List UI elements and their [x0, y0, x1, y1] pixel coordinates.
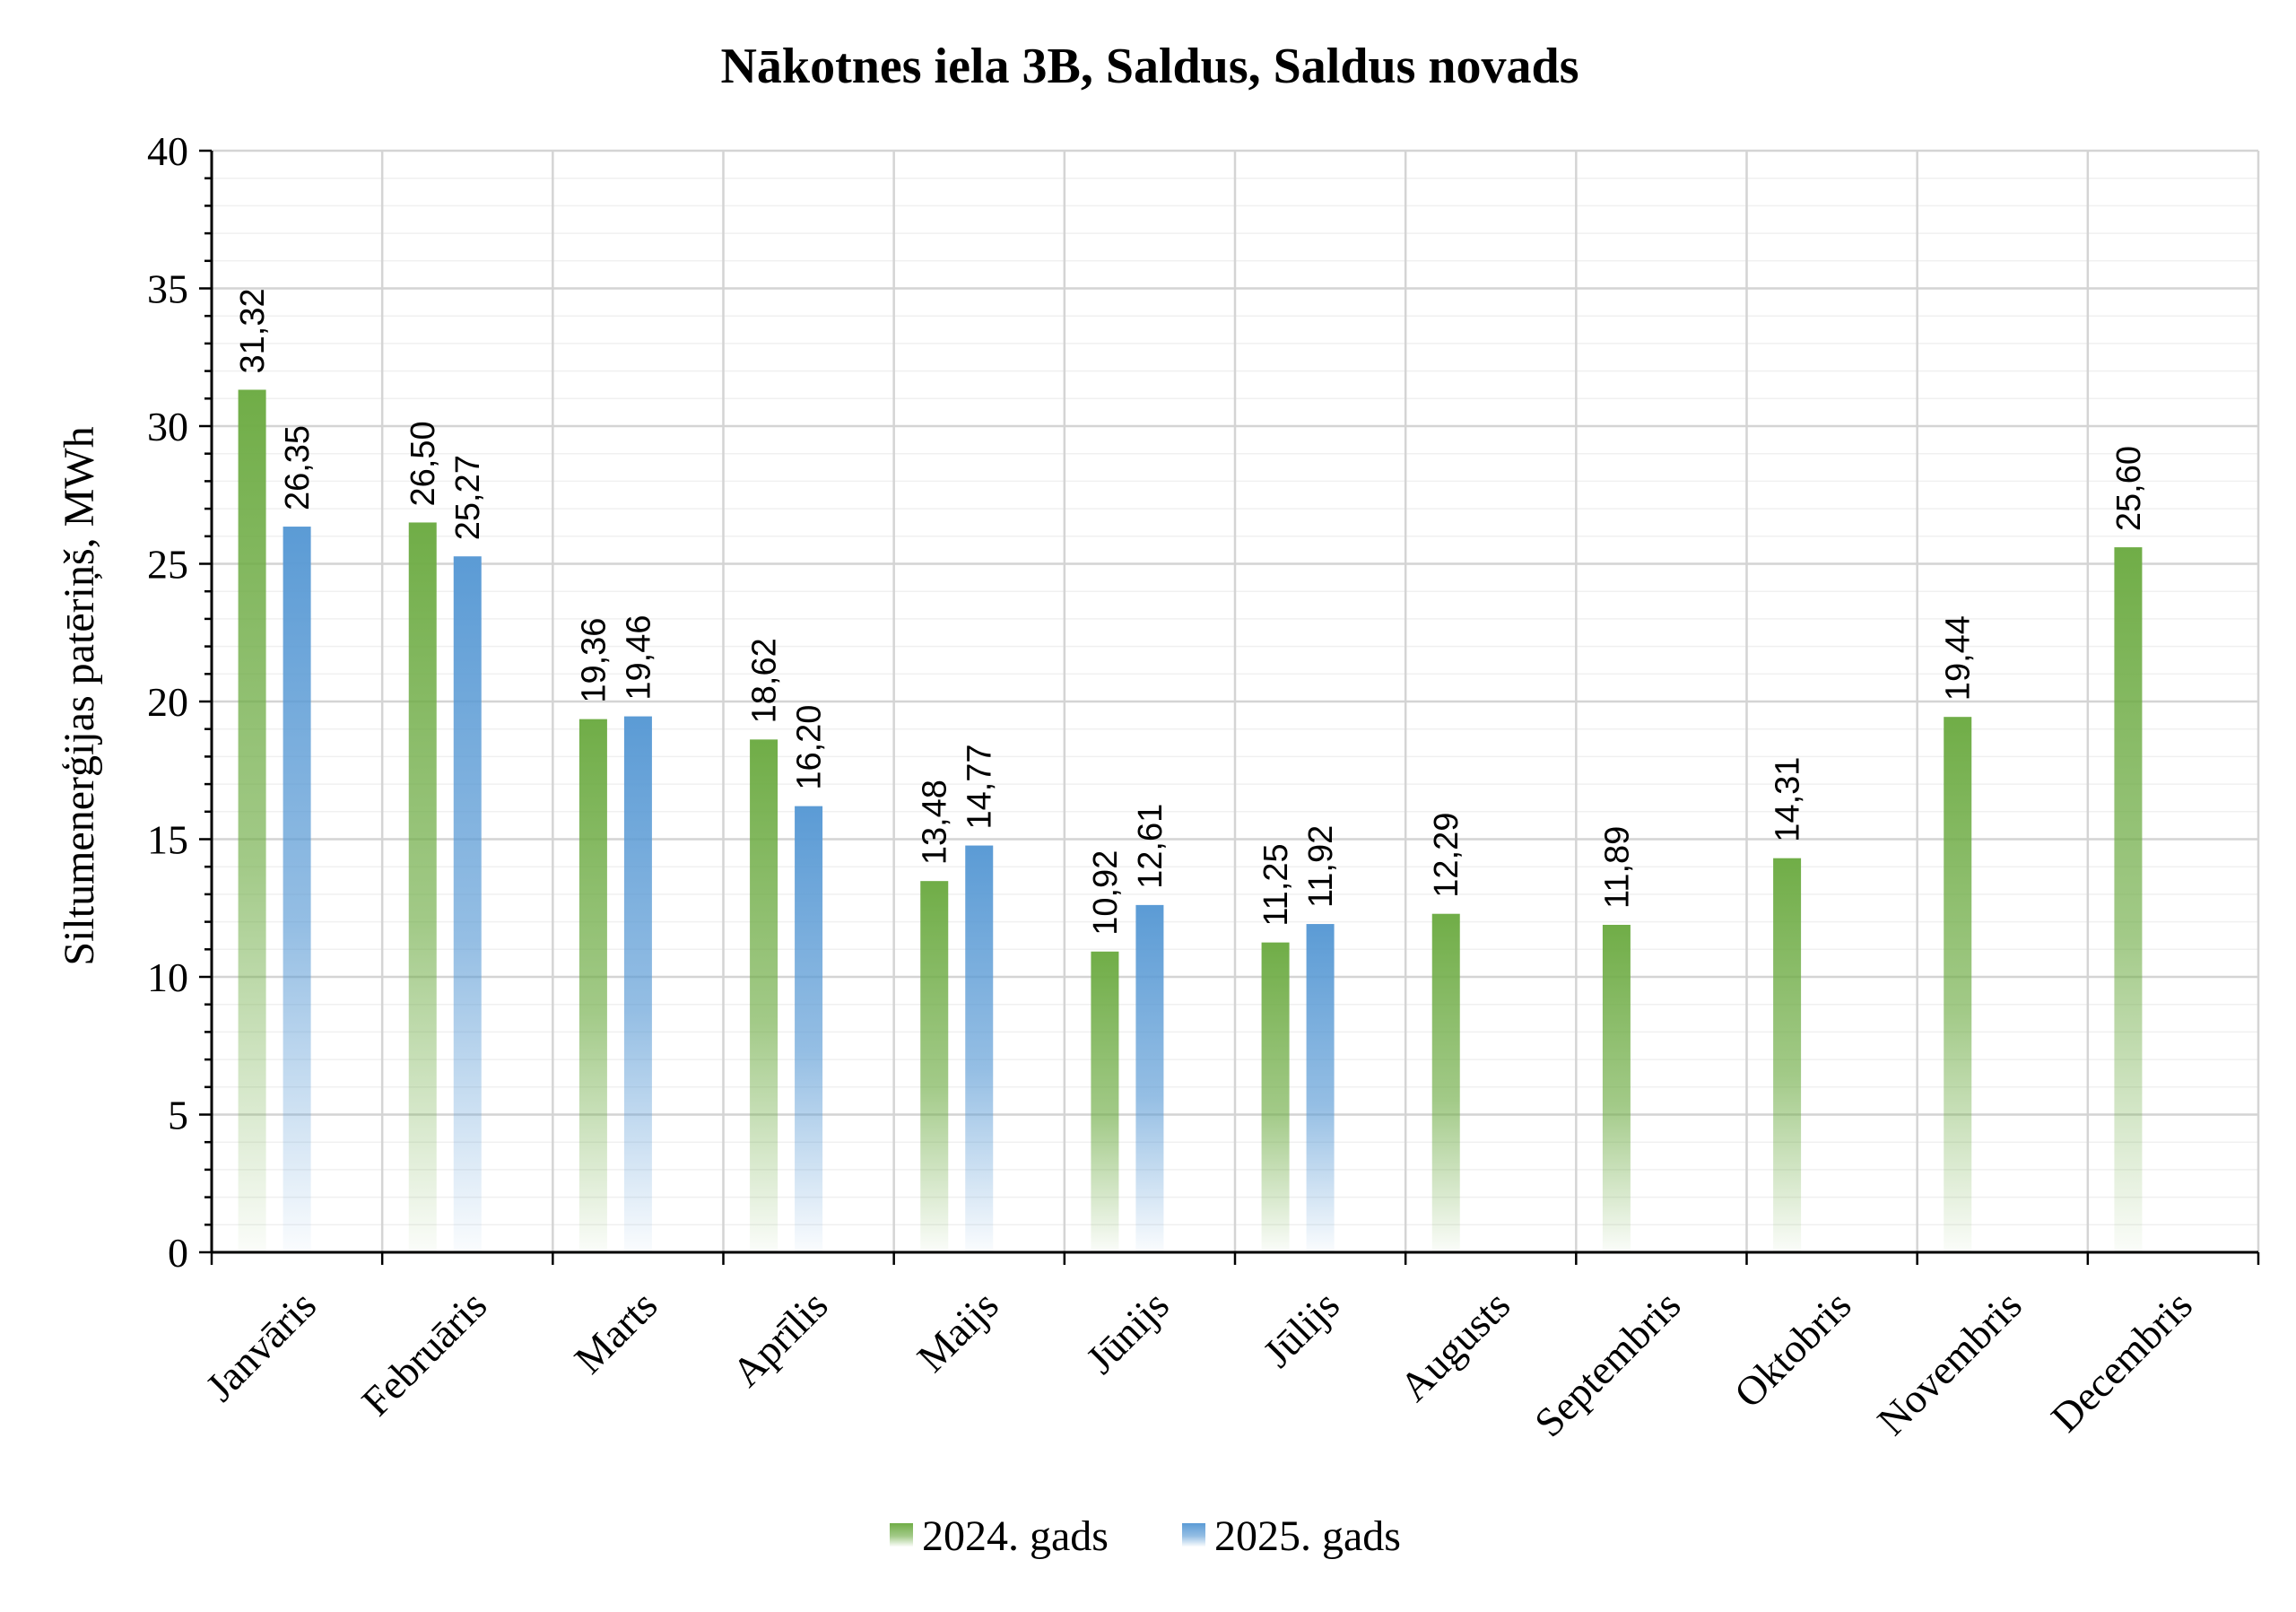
data-label: 31,32	[234, 288, 272, 373]
bar-2024-8	[1602, 924, 1631, 1252]
legend-swatch	[890, 1523, 913, 1547]
y-tick-label: 35	[147, 266, 188, 312]
data-label: 26,50	[404, 421, 442, 506]
data-label: 14,31	[1770, 757, 1807, 842]
bar-2025-3	[795, 806, 823, 1252]
x-tick-label: Oktobris	[1726, 1282, 1860, 1416]
y-tick-label: 30	[147, 404, 188, 449]
bar-2024-7	[1431, 913, 1460, 1252]
bar-2024-4	[920, 881, 949, 1252]
legend-swatch	[1182, 1523, 1205, 1547]
bar-2025-4	[965, 845, 994, 1252]
bar-2024-5	[1091, 951, 1119, 1252]
x-tick-label: Septembris	[1526, 1282, 1689, 1445]
bar-2024-10	[1944, 717, 1972, 1252]
y-tick-label: 5	[168, 1093, 188, 1138]
x-tick-label: Jūlijs	[1254, 1282, 1348, 1376]
bar-2025-1	[453, 556, 482, 1252]
legend: 2024. gads 2025. gads	[890, 1512, 1401, 1560]
x-tick-label: Decembris	[2042, 1282, 2201, 1441]
y-axis-title: Siltumenerģijas patēriņš, MWh	[56, 426, 103, 965]
legend-label: 2024. gads	[922, 1512, 1109, 1560]
x-tick-label: Jūnijs	[1077, 1282, 1178, 1382]
y-tick-label: 20	[147, 679, 188, 725]
bar-2024-9	[1773, 858, 1802, 1252]
data-label: 16,20	[791, 705, 829, 790]
data-label: 12,29	[1428, 813, 1465, 898]
y-tick-label: 15	[147, 817, 188, 863]
x-tick-label: Marts	[566, 1282, 666, 1382]
data-labels: 31,32 26,50 19,36 18,62 13,48 10,92 11,25 12,29…	[234, 288, 2148, 935]
data-label: 19,44	[1940, 615, 1978, 701]
bar-2024-3	[750, 739, 778, 1252]
data-label: 11,25	[1257, 843, 1295, 926]
bar-2025-0	[283, 527, 311, 1252]
grid	[212, 149, 2260, 1252]
data-label: 19,46	[620, 614, 657, 700]
x-tick-label: Augusts	[1391, 1282, 1519, 1410]
data-label: 11,92	[1302, 825, 1340, 908]
data-label: 26,35	[279, 425, 317, 510]
data-label: 25,27	[449, 455, 487, 540]
bar-2025-6	[1306, 924, 1335, 1252]
bar-2025-5	[1135, 904, 1164, 1252]
y-tick-label: 10	[147, 954, 188, 1000]
y-tick-label: 0	[168, 1230, 188, 1276]
data-label: 25,60	[2110, 446, 2148, 531]
x-tick-label: Februāris	[352, 1282, 495, 1425]
bar-2024-11	[2114, 547, 2143, 1252]
x-tick-label: Aprīlis	[723, 1282, 836, 1395]
bars	[238, 389, 2143, 1252]
y-tick-label: 25	[147, 542, 188, 588]
data-label: 13,48	[917, 780, 954, 865]
bar-2024-1	[408, 522, 437, 1252]
x-tick-label: Maijs	[909, 1282, 1007, 1381]
chart-title: Nākotnes iela 3B, Saldus, Saldus novads	[720, 39, 1578, 94]
data-label: 18,62	[746, 638, 784, 723]
x-tick-label: Novembris	[1868, 1282, 2031, 1444]
bar-2025-2	[623, 716, 652, 1252]
data-label: 10,92	[1087, 850, 1125, 936]
y-tick-label: 40	[147, 128, 188, 174]
x-tick-label: Janvāris	[196, 1282, 325, 1410]
data-label: 12,61	[1132, 804, 1170, 889]
bar-2024-6	[1261, 942, 1290, 1252]
legend-label: 2025. gads	[1214, 1512, 1401, 1560]
data-label: 11,89	[1598, 826, 1636, 909]
bar-2024-2	[578, 719, 607, 1252]
data-label: 19,36	[575, 618, 613, 703]
bar-2024-0	[238, 389, 266, 1252]
data-label: 14,77	[961, 744, 999, 829]
